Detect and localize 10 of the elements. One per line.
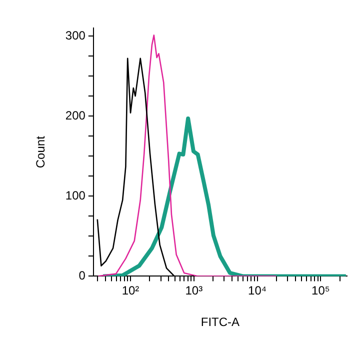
y-axis-title: Count [34, 135, 48, 168]
x-axis-title: FITC-A [200, 315, 240, 330]
y-tick-label: 200 [65, 108, 86, 122]
y-tick-label: 0 [78, 268, 86, 283]
x-tick-label: 10² [122, 284, 140, 298]
x-tick-label: 10³ [185, 284, 203, 298]
x-tick-label: 10⁴ [248, 284, 267, 298]
y-tick-label: 100 [65, 188, 86, 202]
y-tick-label: 300 [65, 28, 86, 42]
x-tick-label: 10⁵ [312, 284, 330, 298]
